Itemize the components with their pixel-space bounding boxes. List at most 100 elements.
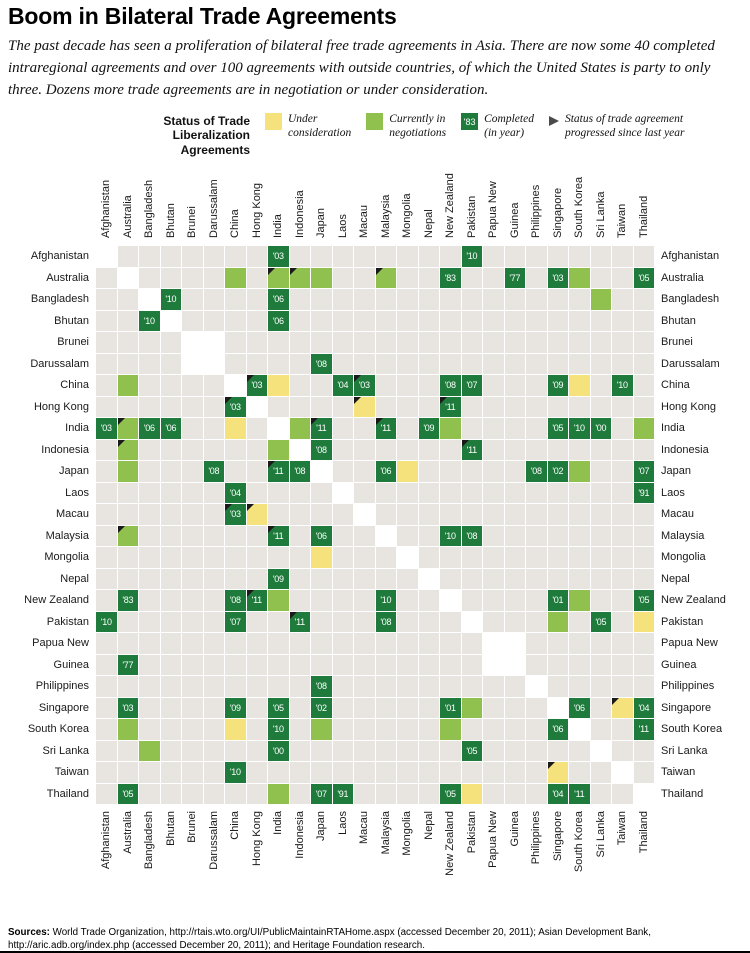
- matrix-cell: [418, 783, 439, 804]
- matrix-cell: '05: [461, 740, 482, 761]
- matrix-cell: [225, 310, 246, 331]
- matrix-cell: [440, 461, 461, 482]
- cell-year: '07: [315, 788, 327, 799]
- matrix-cell: [268, 633, 289, 654]
- matrix-cell: [311, 590, 332, 611]
- progress-flag-icon: [440, 396, 447, 404]
- matrix-cell: [590, 697, 611, 718]
- progress-flag-icon: [246, 375, 254, 382]
- matrix-cell: [96, 762, 117, 783]
- matrix-cell: [332, 590, 353, 611]
- matrix-cell: [289, 568, 310, 589]
- row-label-right: Australia: [661, 271, 704, 284]
- cell-year: '10: [272, 724, 284, 735]
- matrix-cell: [483, 740, 504, 761]
- matrix-cell: [612, 525, 633, 546]
- matrix-cell: [311, 719, 332, 740]
- cell-year: '03: [272, 251, 284, 262]
- col-label-bottom: South Korea: [573, 811, 585, 873]
- matrix-cell: [203, 611, 224, 632]
- col-label-bottom: Bhutan: [164, 811, 177, 846]
- matrix-cell: [633, 289, 654, 310]
- matrix-cell: [633, 332, 654, 353]
- col-label-top: Bhutan: [164, 203, 177, 238]
- matrix-cell: [117, 611, 138, 632]
- matrix-cell: [182, 332, 203, 353]
- matrix-cell: [612, 590, 633, 611]
- matrix-cell: [547, 525, 568, 546]
- matrix-cell: '10: [268, 719, 289, 740]
- matrix-cell: [504, 611, 525, 632]
- matrix-cell: [268, 783, 289, 804]
- matrix-cell: [612, 676, 633, 697]
- matrix-cell: [547, 547, 568, 568]
- matrix-cell: [375, 504, 396, 525]
- matrix-cell: [246, 353, 267, 374]
- col-label-top: Indonesia: [293, 190, 306, 238]
- matrix-cell: '10: [612, 375, 633, 396]
- matrix-cell: [397, 740, 418, 761]
- matrix-cell: [418, 762, 439, 783]
- matrix-cell: [612, 547, 633, 568]
- matrix-cell: [483, 719, 504, 740]
- matrix-cell: [354, 396, 375, 417]
- matrix-cell: [547, 654, 568, 675]
- matrix-cell: [612, 568, 633, 589]
- cell-year: '02: [315, 702, 327, 713]
- matrix-cell: [375, 482, 396, 503]
- matrix-cell: [375, 719, 396, 740]
- matrix-cell: [397, 504, 418, 525]
- matrix-cell: [461, 568, 482, 589]
- cell-year: '03: [358, 380, 370, 391]
- matrix-cell: [504, 676, 525, 697]
- matrix-cell: [117, 740, 138, 761]
- matrix-cell: [633, 310, 654, 331]
- matrix-cell: [633, 654, 654, 675]
- matrix-cell: [311, 547, 332, 568]
- matrix-cell: [139, 633, 160, 654]
- matrix-cell: [633, 611, 654, 632]
- progress-flag-icon: [547, 762, 555, 769]
- cell-year: '04: [229, 487, 241, 498]
- matrix-cell: [203, 590, 224, 611]
- matrix-cell: [418, 740, 439, 761]
- cell-year: '03: [122, 702, 134, 713]
- matrix-cell: [203, 504, 224, 525]
- matrix-cell: [418, 676, 439, 697]
- matrix-cell: [461, 310, 482, 331]
- row-label-left: Brunei: [57, 336, 89, 348]
- row-label-right: Malaysia: [661, 529, 705, 542]
- matrix-cell: [354, 504, 375, 525]
- matrix-cell: [526, 504, 547, 525]
- matrix-cell: [440, 633, 461, 654]
- matrix-cell: [483, 568, 504, 589]
- matrix-cell: [117, 482, 138, 503]
- matrix-cell: [160, 719, 181, 740]
- matrix-cell: [483, 332, 504, 353]
- matrix-cell: [461, 504, 482, 525]
- matrix-cell: [139, 590, 160, 611]
- progress-flag-icon: [375, 267, 383, 275]
- matrix-cell: [354, 654, 375, 675]
- matrix-cell: [612, 353, 633, 374]
- matrix-cell: [225, 332, 246, 353]
- matrix-cell: [397, 590, 418, 611]
- row-label-left: Singapore: [38, 701, 89, 714]
- row-label-left: Bangladesh: [30, 293, 89, 305]
- progress-flag-icon: [311, 418, 318, 425]
- matrix-cell: [418, 461, 439, 482]
- matrix-cell: '03: [547, 267, 568, 288]
- col-label-top: Papua New: [487, 181, 499, 238]
- matrix-cell: '07: [311, 783, 332, 804]
- matrix-cell: [633, 676, 654, 697]
- cell-year: '00: [595, 423, 607, 434]
- cell-year: '07: [466, 380, 478, 391]
- matrix-cell: [332, 439, 353, 460]
- matrix-cell: [612, 633, 633, 654]
- cell-year: '08: [294, 466, 306, 477]
- matrix-cell: '04: [332, 375, 353, 396]
- matrix-cell: [117, 267, 138, 288]
- matrix-cell: [590, 676, 611, 697]
- matrix-cell: [483, 783, 504, 804]
- col-label-bottom: Hong Kong: [250, 811, 263, 867]
